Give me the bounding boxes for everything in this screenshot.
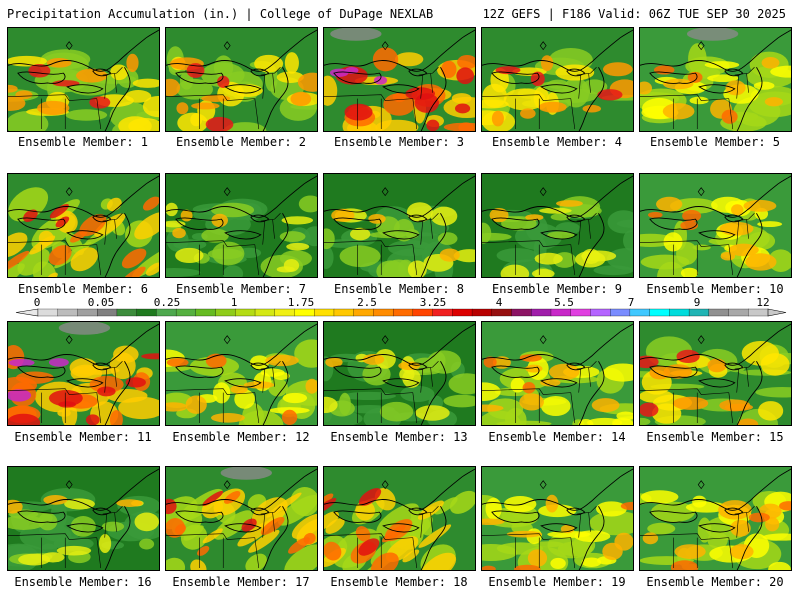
ensemble-map-4	[481, 27, 634, 132]
ensemble-map-9	[481, 173, 634, 278]
ensemble-member-label: Ensemble Member: 3	[333, 135, 465, 149]
colorbar-tick-label: 0.05	[88, 296, 115, 309]
ensemble-member-label: Ensemble Member: 8	[333, 282, 465, 296]
ensemble-map-12	[165, 321, 318, 426]
ensemble-member-label: Ensemble Member: 5	[649, 135, 781, 149]
ensemble-member-label: Ensemble Member: 6	[17, 282, 149, 296]
ensemble-map-5	[639, 27, 792, 132]
ensemble-member-label: Ensemble Member: 20	[646, 575, 784, 589]
precip-colorbar: 0 0.05 0.25 1 1.75 2.5 3.25 4 5.5 7 9 12	[15, 296, 787, 317]
ensemble-member-label: Ensemble Member: 14	[488, 430, 626, 444]
map-title: Precipitation Accumulation (in.) | Colle…	[7, 7, 434, 21]
ensemble-member-label: Ensemble Member: 13	[330, 430, 468, 444]
colorbar-tick-label: 2.5	[357, 296, 377, 309]
ensemble-map-8	[323, 173, 476, 278]
ensemble-map-1	[7, 27, 160, 132]
colorbar-tick-label: 0.25	[154, 296, 181, 309]
ensemble-map-15	[639, 321, 792, 426]
colorbar-tick-label: 7	[628, 296, 635, 309]
ensemble-member-label: Ensemble Member: 1	[17, 135, 149, 149]
ensemble-map-17	[165, 466, 318, 571]
ensemble-map-16	[7, 466, 160, 571]
colorbar-tick-label: 9	[694, 296, 701, 309]
ensemble-member-label: Ensemble Member: 19	[488, 575, 626, 589]
ensemble-member-label: Ensemble Member: 15	[646, 430, 784, 444]
colorbar-tick-label: 4	[496, 296, 503, 309]
ensemble-member-label: Ensemble Member: 10	[646, 282, 784, 296]
ensemble-member-label: Ensemble Member: 12	[172, 430, 310, 444]
ensemble-map-6	[7, 173, 160, 278]
colorbar-tick-label: 5.5	[554, 296, 574, 309]
model-run-info: 12Z GEFS | F186 Valid: 06Z TUE SEP 30 20…	[482, 7, 786, 21]
ensemble-map-2	[165, 27, 318, 132]
ensemble-member-label: Ensemble Member: 9	[491, 282, 623, 296]
ensemble-member-label: Ensemble Member: 16	[14, 575, 152, 589]
ensemble-map-11	[7, 321, 160, 426]
ensemble-map-13	[323, 321, 476, 426]
colorbar-tick-label: 1	[231, 296, 238, 309]
ensemble-map-10	[639, 173, 792, 278]
colorbar-tick-label: 3.25	[420, 296, 447, 309]
ensemble-member-label: Ensemble Member: 11	[14, 430, 152, 444]
ensemble-member-label: Ensemble Member: 7	[175, 282, 307, 296]
ensemble-member-label: Ensemble Member: 18	[330, 575, 468, 589]
ensemble-member-label: Ensemble Member: 17	[172, 575, 310, 589]
ensemble-map-20	[639, 466, 792, 571]
ensemble-member-label: Ensemble Member: 4	[491, 135, 623, 149]
ensemble-member-label: Ensemble Member: 2	[175, 135, 307, 149]
colorbar-tick-label: 0	[34, 296, 41, 309]
ensemble-map-18	[323, 466, 476, 571]
ensemble-map-7	[165, 173, 318, 278]
ensemble-map-14	[481, 321, 634, 426]
ensemble-map-3	[323, 27, 476, 132]
colorbar-tick-label: 1.75	[288, 296, 315, 309]
ensemble-map-19	[481, 466, 634, 571]
colorbar-tick-label: 12	[756, 296, 769, 309]
